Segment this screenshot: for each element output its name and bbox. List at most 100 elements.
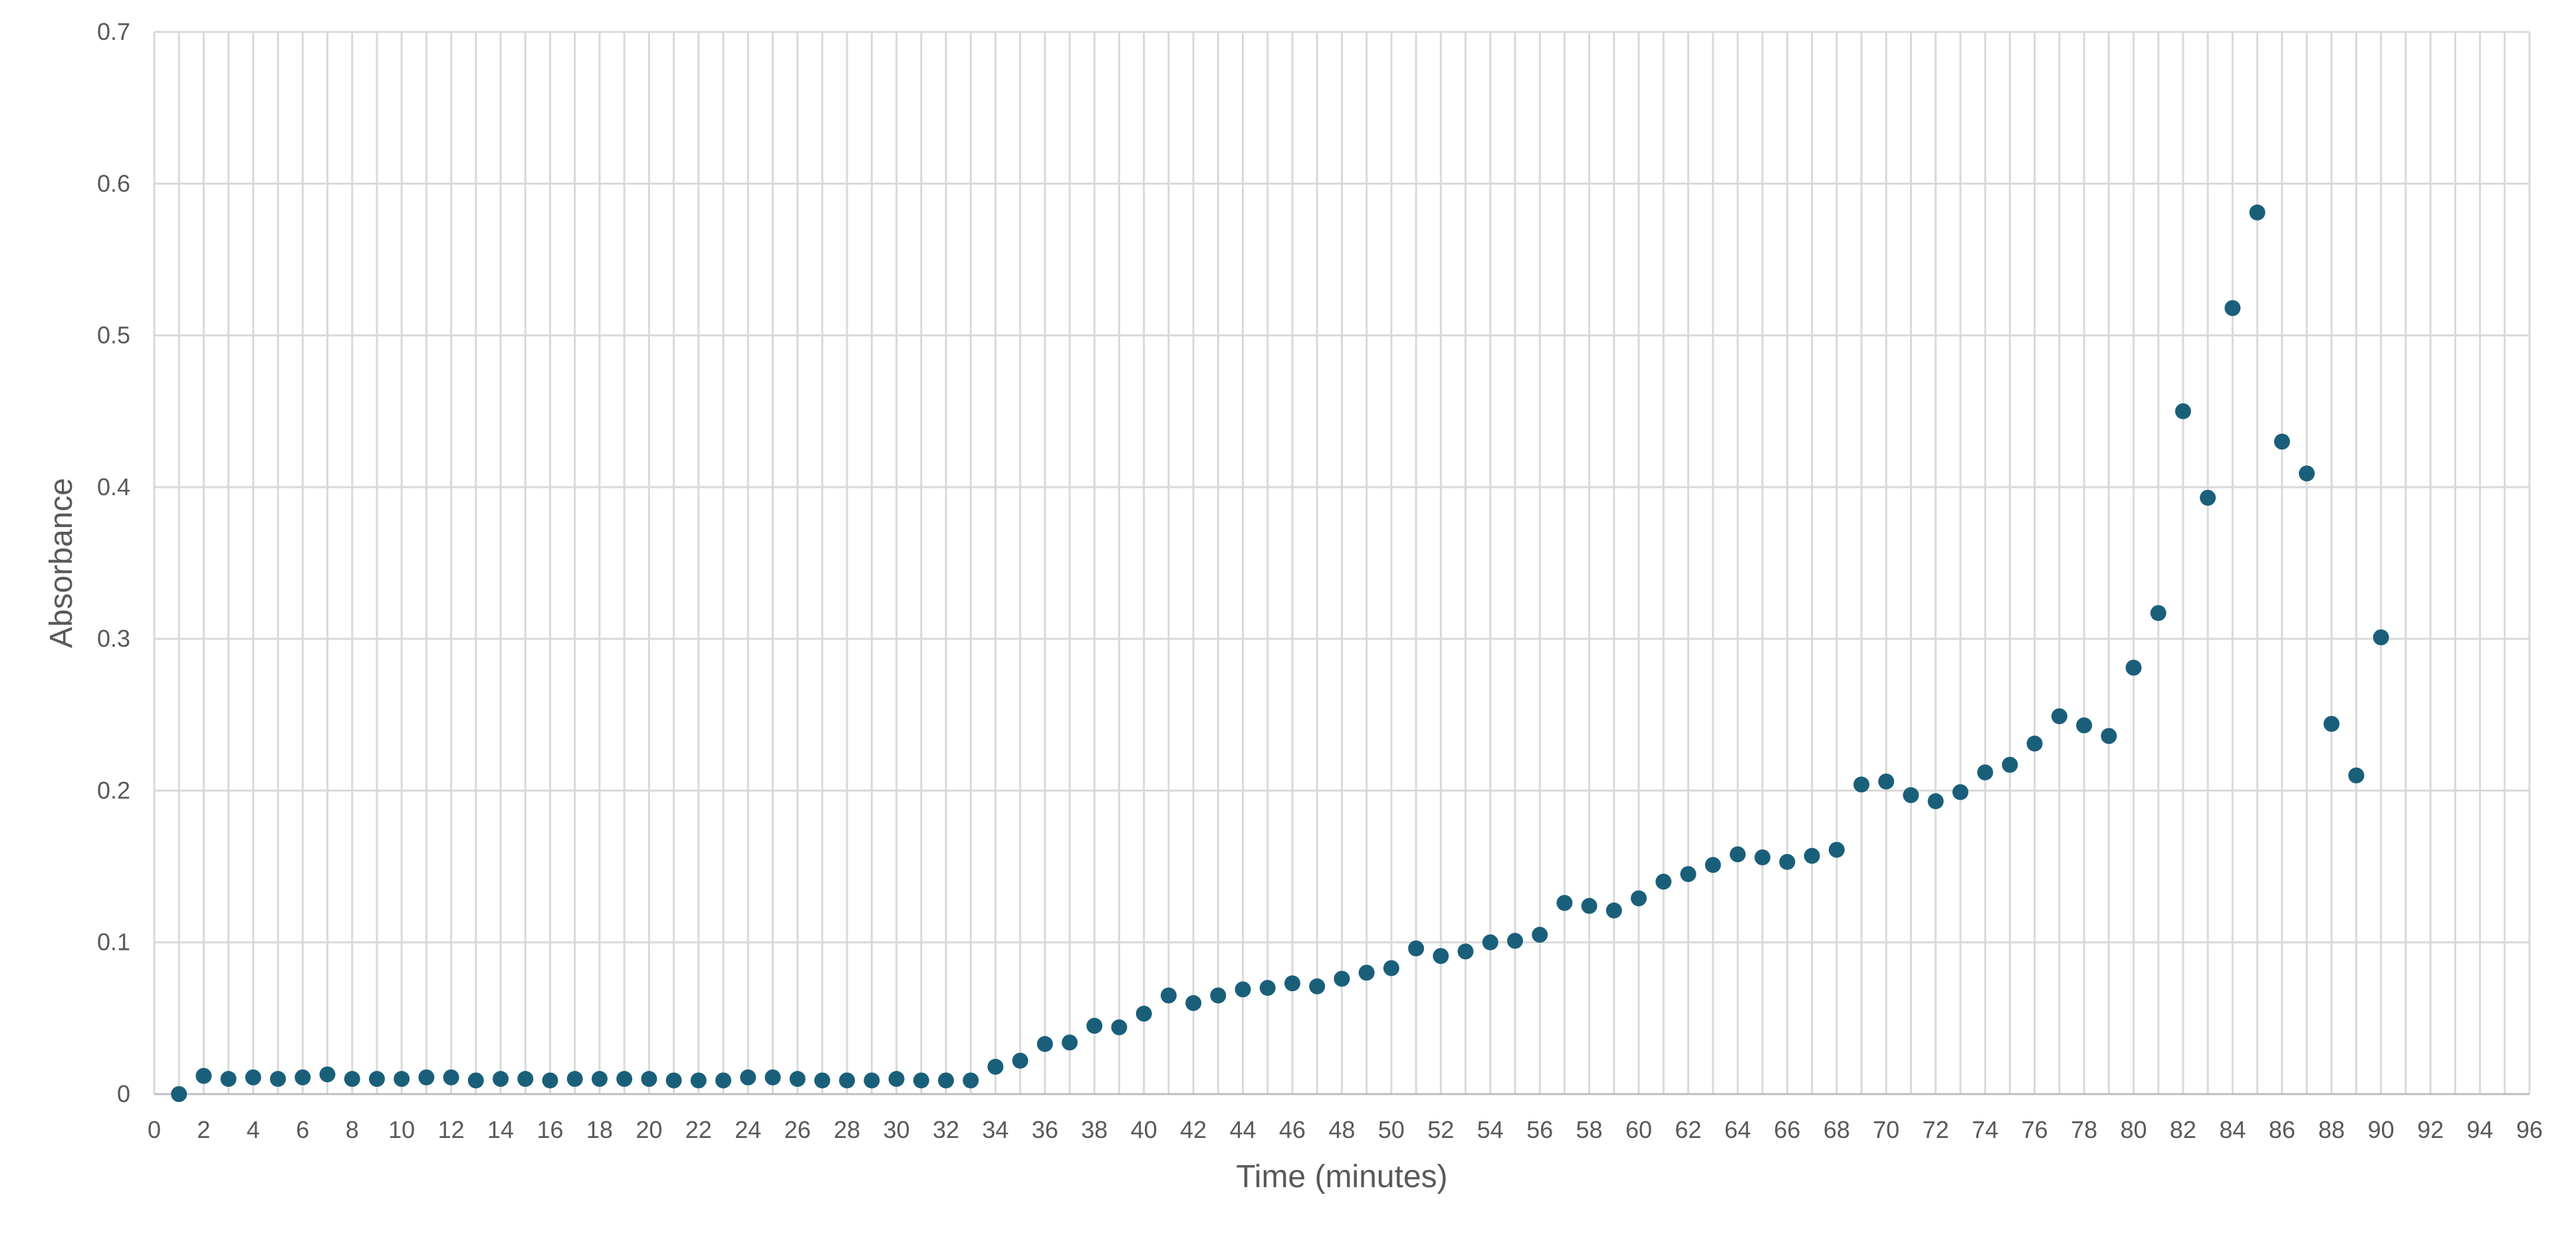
x-tick-label: 0	[148, 1116, 161, 1143]
data-point	[715, 1072, 732, 1089]
data-point	[665, 1072, 682, 1089]
data-point	[1309, 978, 1326, 994]
data-point	[1036, 1036, 1053, 1052]
data-point	[789, 1071, 806, 1087]
data-point	[1482, 934, 1498, 951]
data-point	[1655, 873, 1672, 890]
data-point	[839, 1072, 856, 1089]
x-tick-label: 64	[1724, 1116, 1751, 1143]
data-point	[938, 1072, 954, 1089]
x-tick-label: 54	[1477, 1116, 1504, 1143]
data-point	[2076, 717, 2093, 734]
data-point	[2224, 300, 2241, 316]
data-point	[888, 1071, 905, 1087]
x-tick-label: 40	[1131, 1116, 1157, 1143]
x-tick-label: 56	[1526, 1116, 1553, 1143]
data-point	[2299, 465, 2315, 482]
x-tick-label: 78	[2071, 1116, 2097, 1143]
data-point	[270, 1071, 287, 1087]
x-tick-label: 90	[2368, 1116, 2395, 1143]
x-tick-label: 16	[536, 1116, 563, 1143]
data-point	[690, 1072, 707, 1089]
data-point	[1433, 948, 1449, 964]
data-point	[2249, 204, 2266, 221]
x-tick-label: 24	[735, 1116, 761, 1143]
data-point	[2002, 756, 2018, 773]
x-tick-label: 14	[487, 1116, 514, 1143]
data-point	[864, 1072, 880, 1089]
data-point	[814, 1072, 830, 1089]
x-tick-label: 58	[1576, 1116, 1603, 1143]
data-point	[1160, 987, 1177, 1004]
x-tick-label: 10	[388, 1116, 415, 1143]
y-tick-label: 0	[117, 1080, 130, 1107]
data-point	[1903, 787, 1919, 804]
x-tick-label: 32	[933, 1116, 959, 1143]
data-point	[1334, 970, 1350, 987]
data-point	[566, 1071, 583, 1087]
data-point	[1234, 981, 1251, 998]
data-point	[1210, 987, 1227, 1004]
x-tick-label: 66	[1774, 1116, 1800, 1143]
data-point	[1680, 865, 1697, 882]
data-point	[616, 1071, 633, 1087]
data-point	[542, 1072, 558, 1089]
data-point	[1952, 784, 1968, 800]
data-point	[418, 1069, 435, 1085]
x-tick-label: 38	[1081, 1116, 1108, 1143]
x-axis-tick-labels: 0 2 4 6 8 10 12 14 16 18 20 22 24 26 28 30 32 34 36 38 40 42 4…	[148, 1116, 2543, 1143]
data-points	[171, 204, 2389, 1102]
data-point	[517, 1071, 534, 1087]
x-tick-label: 86	[2269, 1116, 2295, 1143]
data-point	[1532, 927, 1548, 943]
data-point	[1408, 940, 1425, 956]
data-point	[1927, 793, 1944, 810]
data-point	[1556, 895, 1573, 911]
data-point	[1135, 1006, 1152, 1022]
x-tick-label: 30	[883, 1116, 910, 1143]
x-tick-label: 76	[2022, 1116, 2048, 1143]
data-point	[245, 1069, 261, 1085]
x-tick-label: 82	[2170, 1116, 2196, 1143]
x-tick-label: 18	[586, 1116, 613, 1143]
x-tick-label: 8	[346, 1116, 359, 1143]
x-tick-label: 36	[1032, 1116, 1058, 1143]
x-tick-label: 4	[247, 1116, 260, 1143]
x-tick-label: 74	[1972, 1116, 1998, 1143]
data-point	[2174, 403, 2191, 419]
data-point	[319, 1066, 336, 1083]
data-point	[443, 1069, 459, 1085]
x-tick-label: 80	[2120, 1116, 2147, 1143]
data-point	[467, 1072, 484, 1089]
data-point	[963, 1072, 979, 1089]
data-point	[493, 1071, 509, 1087]
data-point	[641, 1071, 657, 1087]
x-tick-label: 60	[1625, 1116, 1652, 1143]
x-tick-label: 88	[2318, 1116, 2345, 1143]
x-tick-label: 42	[1180, 1116, 1207, 1143]
data-point	[2274, 433, 2290, 450]
data-point	[2150, 605, 2166, 621]
x-tick-label: 50	[1378, 1116, 1405, 1143]
x-tick-label: 6	[296, 1116, 309, 1143]
x-tick-label: 22	[685, 1116, 712, 1143]
data-point	[1284, 975, 1301, 992]
y-tick-label: 0.2	[97, 776, 130, 804]
x-tick-label: 44	[1230, 1116, 1256, 1143]
data-point	[1754, 849, 1771, 865]
y-tick-label: 0.3	[97, 625, 130, 652]
x-tick-label: 94	[2467, 1116, 2494, 1143]
data-point	[344, 1071, 360, 1087]
x-tick-label: 62	[1675, 1116, 1702, 1143]
y-axis-title: Absorbance	[44, 478, 79, 648]
data-point	[1977, 764, 1994, 781]
data-point	[913, 1072, 929, 1089]
y-tick-label: 0.6	[97, 169, 130, 197]
data-point	[368, 1071, 385, 1087]
x-axis-title: Time (minutes)	[1236, 1159, 1447, 1194]
x-tick-label: 96	[2516, 1116, 2543, 1143]
data-point	[591, 1071, 608, 1087]
data-point	[1804, 847, 1820, 864]
y-axis-tick-labels: 0 0.1 0.2 0.3 0.4 0.5 0.6 0.7	[97, 18, 130, 1107]
